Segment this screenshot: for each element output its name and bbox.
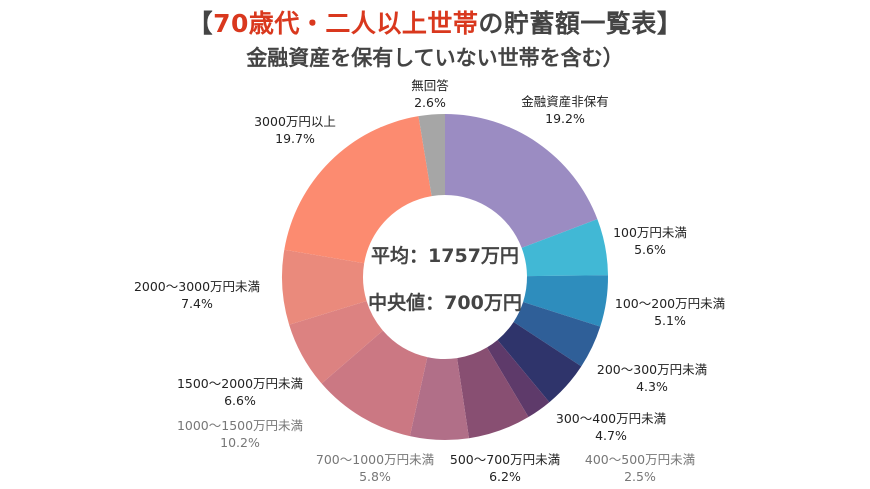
slice-category-label: 無回答 — [411, 78, 449, 93]
slice-value-label: 7.4% — [181, 296, 213, 311]
slice-12 — [418, 114, 445, 197]
slice-category-label: 100万円未満 — [613, 225, 687, 240]
slice-category-label: 700～1000万円未満 — [316, 452, 434, 467]
slice-1 — [521, 219, 608, 277]
slice-category-label: 200～300万円未満 — [597, 362, 707, 377]
center-label-average: 平均：1757万円 — [371, 244, 519, 267]
slice-category-label: 3000万円以上 — [254, 114, 336, 129]
slice-value-label: 2.5% — [624, 469, 656, 484]
slice-4 — [497, 321, 582, 403]
slice-value-label: 5.6% — [634, 242, 666, 257]
title-rest: の貯蓄額一覧表】 — [478, 9, 683, 38]
slice-9 — [289, 301, 383, 384]
slice-3 — [513, 301, 601, 367]
slice-category-label: 400～500万円未満 — [585, 452, 695, 467]
slice-7 — [409, 357, 470, 440]
slice-value-label: 5.1% — [654, 313, 686, 328]
slice-value-label: 6.2% — [489, 469, 521, 484]
slice-11 — [284, 116, 432, 264]
slice-value-label: 4.7% — [595, 428, 627, 443]
slice-6 — [457, 347, 529, 439]
slice-category-label: 300～400万円未満 — [556, 411, 666, 426]
slice-category-label: 100～200万円未満 — [615, 296, 725, 311]
slice-value-label: 6.6% — [224, 393, 256, 408]
slice-value-label: 19.7% — [275, 131, 315, 146]
slice-category-label: 金融資産非保有 — [521, 94, 609, 109]
slice-value-label: 5.8% — [359, 469, 391, 484]
slice-10 — [282, 249, 367, 325]
slice-value-label: 2.6% — [414, 95, 446, 110]
slice-category-label: 500～700万円未満 — [450, 452, 560, 467]
slice-value-label: 10.2% — [220, 435, 260, 450]
slice-value-label: 19.2% — [545, 111, 585, 126]
slice-category-label: 1000～1500万円未満 — [177, 418, 303, 433]
slice-8 — [321, 330, 428, 437]
title-bracket-open: 【 — [187, 9, 214, 38]
title-highlight: 70歳代・二人以上世帯 — [213, 9, 479, 38]
slice-category-label: 2000～3000万円未満 — [134, 279, 260, 294]
slice-value-label: 4.3% — [636, 379, 668, 394]
chart-subtitle: 金融資産を保有していない世帯を含む） — [246, 46, 624, 70]
chart-title: 【70歳代・二人以上世帯の貯蓄額一覧表】 — [0, 4, 870, 40]
slice-5 — [487, 339, 550, 417]
slice-0 — [445, 114, 598, 248]
slice-2 — [523, 275, 608, 327]
center-label-median: 中央値：700万円 — [368, 291, 522, 314]
slice-category-label: 1500～2000万円未満 — [177, 376, 303, 391]
